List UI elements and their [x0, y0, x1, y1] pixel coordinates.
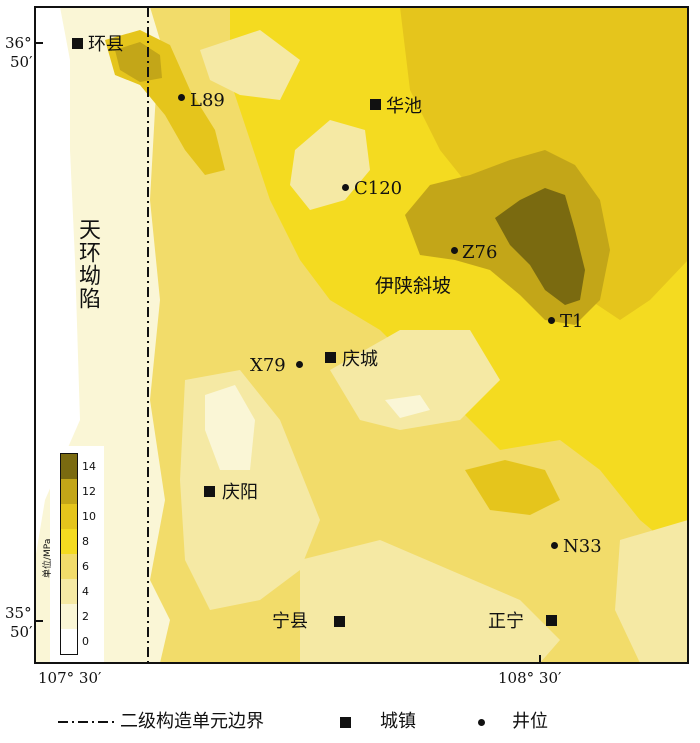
color-scale-bar [60, 453, 78, 655]
color-scale-swatch [61, 479, 77, 504]
color-scale-swatch [61, 504, 77, 529]
color-scale-swatch [61, 554, 77, 579]
well-marker-t1 [548, 317, 555, 324]
town-marker-qingcheng [325, 352, 336, 363]
well-marker-z76 [451, 247, 458, 254]
well-marker-x79 [296, 361, 303, 368]
legend-unit: 单位/MPa [43, 538, 53, 578]
color-scale-tick-label: 6 [82, 559, 89, 573]
color-scale-tick-label: 0 [82, 634, 89, 648]
legend-well-label: 井位 [512, 711, 548, 732]
well-label-l89: L89 [190, 90, 225, 111]
lon-left: 107° 30′ [38, 669, 102, 687]
color-scale-tick-label: 12 [82, 484, 96, 498]
well-label-z76: Z76 [462, 242, 498, 263]
contour-light-s3 [300, 540, 560, 663]
color-scale-tick-label: 2 [82, 609, 89, 623]
legend-boundary-label: 二级构造单元边界 [120, 711, 264, 732]
town-label-zhengning: 正宁 [488, 611, 524, 632]
contour-light-se [615, 520, 688, 663]
color-scale-swatch [61, 604, 77, 629]
lat-top-deg: 36° [5, 34, 32, 52]
well-marker-l89 [178, 94, 185, 101]
town-marker-zhengning [546, 615, 557, 626]
town-label-huanxian: 环县 [88, 34, 124, 55]
contour-white-west [35, 7, 80, 560]
region-west-label: 天环坳陷 [75, 218, 100, 310]
well-marker-n33 [551, 542, 558, 549]
map-legend: 二级构造单元边界 城镇 井位 [0, 708, 700, 738]
contour-white-s2 [385, 395, 430, 418]
contour-dark-high [495, 188, 585, 305]
well-label-x79: X79 [250, 355, 286, 376]
color-scale-swatch [61, 529, 77, 554]
well-label-t1: T1 [560, 311, 584, 332]
legend-well-icon [478, 719, 485, 726]
town-marker-qingyang [204, 486, 215, 497]
contour-gold-s [465, 460, 560, 515]
contour-light-n [200, 30, 300, 100]
color-scale-tick-label: 10 [82, 509, 96, 523]
town-label-huachi: 华池 [386, 96, 422, 117]
town-label-ningxian: 宁县 [272, 611, 308, 632]
color-scale-tick-label: 4 [82, 584, 89, 598]
lat-bot-min: 50′ [10, 623, 33, 641]
color-scale-swatch [61, 454, 77, 479]
town-marker-huanxian [72, 38, 83, 49]
lat-top-min: 50′ [10, 53, 33, 71]
town-marker-huachi [370, 99, 381, 110]
town-label-qingcheng: 庆城 [342, 349, 378, 370]
well-label-n33: N33 [563, 536, 602, 557]
color-scale-tick-label: 14 [82, 459, 96, 473]
color-scale-swatch [61, 579, 77, 604]
legend-town-label: 城镇 [380, 711, 416, 732]
legend-town-icon [340, 717, 351, 728]
contour-light-c [290, 120, 370, 210]
contour-brown-nw [115, 42, 162, 82]
lon-right: 108° 30′ [498, 669, 562, 687]
color-scale-swatch [61, 629, 77, 654]
region-slope-label: 伊陕斜坡 [375, 275, 452, 297]
lat-bot-deg: 35° [5, 604, 32, 622]
color-scale-tick-label: 8 [82, 534, 89, 548]
contour-light-s2 [330, 330, 500, 430]
contour-white-s1 [205, 385, 255, 470]
town-label-qingyang: 庆阳 [222, 482, 258, 503]
town-marker-ningxian [334, 616, 345, 627]
well-label-c120: C120 [354, 178, 403, 199]
map-frame [34, 6, 689, 664]
well-marker-c120 [342, 184, 349, 191]
